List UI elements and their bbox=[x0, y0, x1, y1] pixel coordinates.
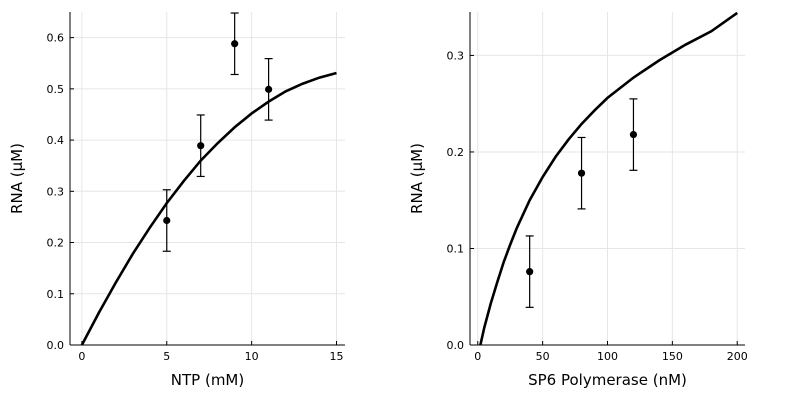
data-point bbox=[629, 130, 638, 139]
fit-curve-line bbox=[80, 71, 337, 346]
y-tick-label: 0.0 bbox=[447, 339, 465, 352]
x-tick-label: 5 bbox=[163, 350, 170, 363]
left-panel-ntp: 0.0 0.1 0.2 0.3 0.4 0.5 0.6 0 5 10 15 NTP (mM) RNA (… bbox=[8, 12, 345, 389]
x-axis-label: SP6 Polymerase (nM) bbox=[528, 371, 687, 389]
right-panel-sp6: 0.0 0.1 0.2 0.3 0 50 100 150 200 SP6 Polymerase (… bbox=[408, 11, 748, 389]
y-tick-label: 0.0 bbox=[47, 339, 65, 352]
y-axis-label: RNA (µM) bbox=[408, 143, 426, 214]
y-tick-label: 0.3 bbox=[447, 49, 465, 62]
data-point bbox=[526, 268, 534, 276]
x-tick-label: 10 bbox=[245, 350, 259, 363]
fit-curve-line bbox=[479, 11, 738, 346]
x-tick-label: 50 bbox=[536, 350, 550, 363]
data-point bbox=[163, 216, 171, 225]
x-tick-label: 0 bbox=[474, 350, 481, 363]
y-tick-label: 0.5 bbox=[47, 83, 65, 96]
x-tick-label: 0 bbox=[78, 350, 85, 363]
y-axis-label: RNA (µM) bbox=[8, 143, 26, 214]
x-tick-label: 15 bbox=[330, 350, 344, 363]
y-tick-label: 0.2 bbox=[47, 237, 65, 250]
data-point bbox=[231, 40, 239, 48]
x-axis-label: NTP (mM) bbox=[171, 371, 244, 389]
y-tick-label: 0.1 bbox=[447, 242, 465, 255]
x-tick-label: 150 bbox=[662, 350, 683, 363]
x-tick-label: 100 bbox=[597, 350, 618, 363]
y-tick-label: 0.6 bbox=[47, 32, 65, 45]
y-tick-label: 0.2 bbox=[447, 146, 465, 159]
data-point bbox=[197, 142, 205, 150]
data-point bbox=[577, 169, 586, 177]
data-point bbox=[265, 85, 273, 93]
x-tick-label: 200 bbox=[727, 350, 748, 363]
y-tick-label: 0.1 bbox=[47, 288, 65, 301]
y-tick-label: 0.3 bbox=[47, 185, 65, 198]
y-tick-label: 0.4 bbox=[47, 134, 65, 147]
